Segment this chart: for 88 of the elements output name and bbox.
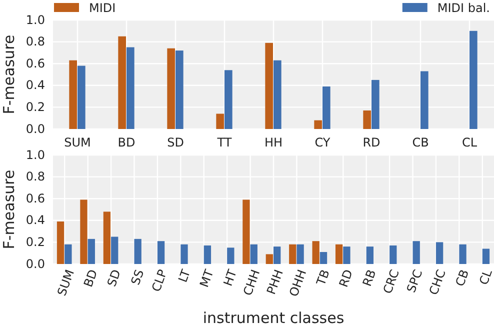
bar: [265, 42, 273, 129]
bar: [470, 30, 478, 129]
bar: [64, 244, 72, 264]
x-tick-label: CB: [452, 268, 472, 288]
x-tick-label: CL: [462, 136, 478, 150]
bar: [372, 80, 380, 129]
bar: [111, 236, 118, 264]
legend-label: MIDI bal.: [437, 1, 490, 15]
x-tick-label: SUM: [64, 136, 91, 150]
x-tick-label: CY: [314, 136, 331, 150]
y-tick-label: 1.0: [26, 12, 45, 27]
bar: [289, 244, 296, 264]
y-tick-label: 0.4: [26, 213, 45, 228]
x-tick-label: OHH: [286, 268, 310, 298]
bar: [366, 246, 374, 264]
x-tick-label: LT: [176, 267, 194, 284]
y-tick-label: 0.0: [26, 256, 45, 271]
bar: [320, 252, 328, 264]
bar: [390, 245, 397, 264]
bar: [227, 248, 234, 264]
y-tick-label: 0.8: [26, 34, 45, 49]
x-tick-label: PHH: [264, 268, 286, 296]
y-tick-label: 1.0: [26, 148, 45, 162]
x-tick-label: SD: [167, 136, 184, 150]
y-tick-label: 0.2: [26, 100, 45, 114]
x-tick-label: SS: [128, 268, 147, 287]
bar: [322, 86, 330, 129]
x-tick-label: SUM: [54, 268, 78, 298]
y-tick-label: 0.4: [26, 78, 45, 92]
x-tick-label: RB: [360, 268, 379, 288]
bar: [274, 60, 282, 129]
x-tick-label: RD: [362, 136, 380, 150]
bar: [296, 244, 304, 264]
y-tick-label: 0.0: [26, 122, 45, 136]
x-tick-label: SD: [104, 268, 124, 288]
bar: [80, 200, 88, 264]
bar: [224, 70, 232, 129]
y-axis-title: F-measure: [0, 34, 18, 114]
x-tick-label: CHC: [426, 268, 448, 297]
bar: [312, 241, 320, 264]
bar: [56, 221, 64, 264]
bar: [459, 244, 466, 264]
x-tick-label: BD: [81, 268, 100, 289]
bar: [167, 48, 175, 129]
x-tick-label: TT: [216, 136, 232, 150]
y-tick-label: 0.8: [26, 170, 45, 184]
bar: [363, 110, 371, 129]
bar: [69, 60, 77, 129]
bar: [180, 244, 188, 264]
x-tick-label: CHH: [240, 268, 263, 298]
legend-label: MIDI: [89, 1, 116, 15]
bar: [204, 245, 212, 264]
bar: [126, 47, 134, 129]
bar: [436, 242, 444, 264]
bar: [134, 238, 142, 264]
x-tick-label: CRC: [380, 268, 402, 296]
x-tick-label: HH: [264, 136, 283, 150]
bar: [242, 200, 250, 264]
x-tick-label: BD: [118, 136, 136, 150]
bar: [420, 71, 428, 129]
x-axis-title: instrument classes: [202, 309, 344, 327]
bar: [176, 50, 184, 129]
x-tick-label: CLP: [149, 268, 170, 294]
x-tick-label: CB: [412, 136, 429, 150]
y-tick-label: 0.2: [26, 235, 45, 250]
bar: [412, 241, 420, 264]
y-tick-label: 0.6: [26, 56, 45, 70]
bar: [266, 254, 273, 264]
bar: [118, 36, 126, 129]
bar: [314, 120, 322, 129]
bar: [274, 246, 281, 264]
bar: [157, 241, 165, 264]
bar: [335, 244, 343, 264]
bar: [78, 66, 86, 129]
x-tick-label: SPC: [404, 268, 426, 294]
x-tick-label: CL: [476, 267, 494, 287]
bar: [216, 114, 224, 129]
bar: [88, 238, 95, 264]
x-tick-label: RD: [336, 268, 356, 290]
bar: [250, 244, 258, 264]
y-tick-label: 0.6: [26, 191, 45, 206]
bar: [343, 246, 350, 264]
x-tick-label: TB: [314, 268, 332, 288]
y-axis-title: F-measure: [0, 170, 18, 250]
x-tick-label: MT: [197, 267, 216, 290]
bar: [103, 212, 111, 264]
x-tick-label: HT: [220, 267, 240, 288]
bar: [482, 248, 490, 264]
